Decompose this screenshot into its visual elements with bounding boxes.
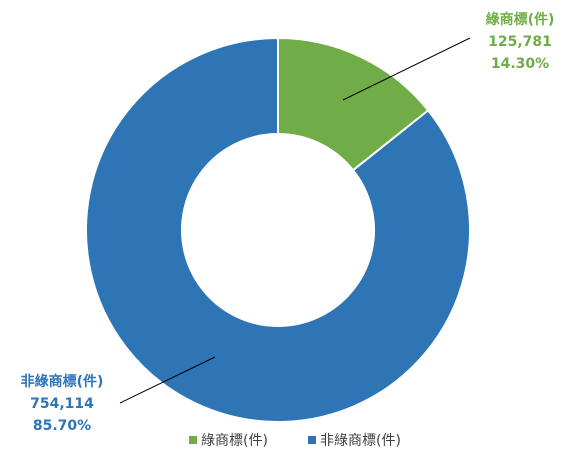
legend: 綠商標(件) 非綠商標(件) [189, 433, 401, 449]
data-label-blue-name: 非綠商標(件) [21, 373, 104, 390]
data-label-green-percent: 14.30% [491, 56, 549, 72]
data-label-green-value: 125,781 [488, 34, 552, 50]
legend-label-blue: 非綠商標(件) [320, 433, 401, 449]
donut-slice-blue [85, 36, 471, 423]
leader-line-green [342, 37, 471, 101]
data-label-green-name: 綠商標(件) [486, 11, 555, 28]
donut-slices [85, 36, 471, 423]
legend-label-green: 綠商標(件) [201, 433, 268, 449]
leader-line-blue [119, 356, 216, 404]
data-label-blue-percent: 85.70% [33, 418, 91, 434]
data-label-green: 綠商標(件) 125,781 14.30% [486, 11, 555, 72]
data-label-blue: 非綠商標(件) 754,114 85.70% [21, 373, 104, 434]
legend-swatch-blue [308, 436, 316, 444]
data-label-blue-value: 754,114 [30, 396, 94, 412]
legend-swatch-green [189, 436, 197, 444]
